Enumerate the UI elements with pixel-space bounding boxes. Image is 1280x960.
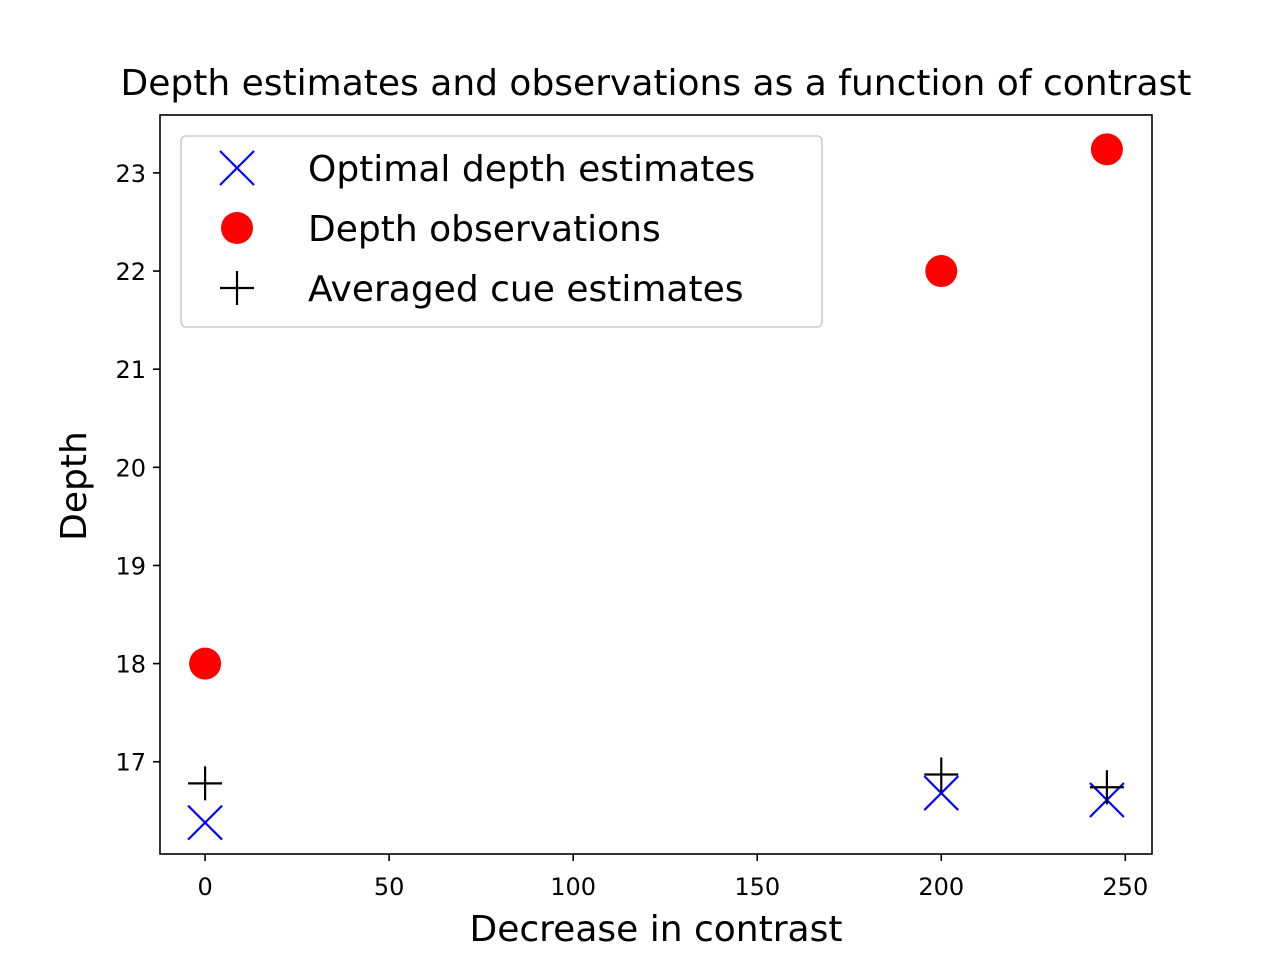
x-tick-label: 250 — [1102, 873, 1148, 901]
x-tick-label: 50 — [374, 873, 405, 901]
legend-label: Averaged cue estimates — [308, 269, 744, 310]
x-tick-label: 200 — [918, 873, 964, 901]
legend-label: Optimal depth estimates — [308, 149, 755, 190]
marks-layer — [187, 133, 1125, 841]
data-point-circle — [189, 647, 222, 680]
y-axis-label: Depth — [54, 431, 95, 541]
legend-box — [180, 135, 823, 328]
legend-marker-circle — [221, 212, 253, 244]
chart-title: Depth estimates and observations as a fu… — [120, 63, 1192, 104]
series-0 — [187, 775, 1125, 841]
legend-label: Depth observations — [308, 209, 661, 250]
x-tick-label: 100 — [550, 873, 596, 901]
data-point-x — [187, 804, 223, 841]
data-point-circle — [1090, 133, 1123, 166]
axes-layer: 0 50 100 150 200 250 17 18 19 20 21 22 23 — [115, 114, 1153, 901]
data-point-plus — [924, 757, 959, 792]
series-2 — [188, 757, 1124, 805]
legend-marker-x — [219, 150, 255, 186]
y-tick-label: 20 — [115, 454, 146, 482]
x-tick-label: 150 — [734, 873, 780, 901]
data-point-circle — [925, 255, 958, 288]
x-axis-label: Decrease in contrast — [469, 909, 843, 950]
plot-frame — [159, 114, 1153, 855]
y-tick-label: 22 — [115, 258, 146, 286]
legend: Optimal depth estimates Depth observation… — [180, 135, 823, 328]
y-tick-label: 23 — [115, 160, 146, 188]
data-point-plus — [1089, 770, 1124, 805]
x-tick-label: 0 — [197, 873, 212, 901]
y-tick-label: 17 — [115, 749, 146, 777]
data-point-plus — [188, 766, 223, 801]
data-point-x — [923, 775, 960, 811]
y-tick-label: 19 — [115, 552, 146, 580]
series-1 — [189, 133, 1123, 680]
y-tick-label: 18 — [115, 651, 146, 679]
y-tick-label: 21 — [115, 356, 146, 384]
legend-marker-plus — [220, 271, 254, 305]
